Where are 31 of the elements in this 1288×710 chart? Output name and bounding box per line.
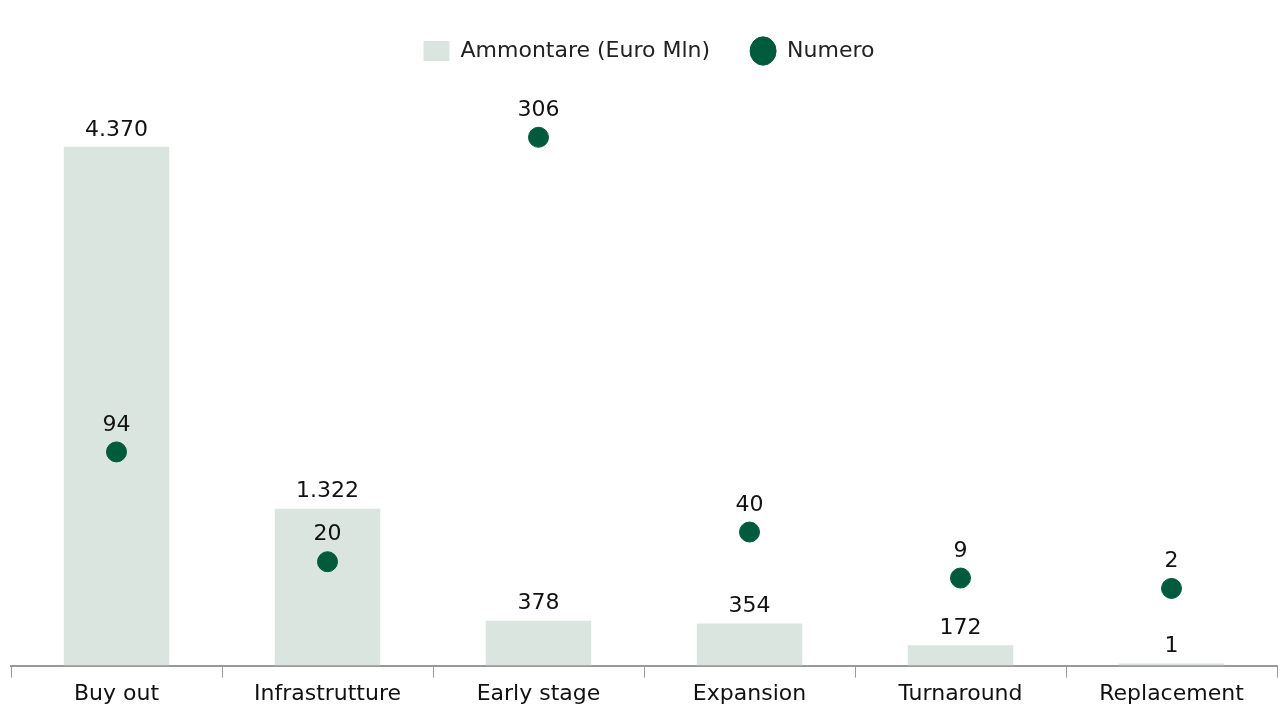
legend-label: Numero — [787, 36, 875, 62]
bar — [63, 146, 170, 666]
bar — [274, 508, 381, 666]
data-label: 40 — [735, 490, 764, 516]
x-tick-label: Buy out — [73, 679, 160, 705]
data-label: 172 — [939, 613, 982, 639]
x-tick-label: Early stage — [476, 679, 601, 705]
data-label: 4.370 — [85, 115, 148, 141]
bar — [485, 620, 592, 666]
point — [528, 126, 549, 148]
point — [317, 551, 338, 573]
point — [106, 441, 127, 463]
data-label: 1 — [1164, 632, 1179, 658]
x-tick-label: Expansion — [692, 679, 807, 705]
x-tick-label: Turnaround — [897, 679, 1023, 705]
data-label: 306 — [517, 96, 560, 122]
bar — [696, 623, 803, 666]
point — [739, 521, 760, 543]
point — [950, 567, 971, 589]
x-tick-label: Replacement — [1099, 679, 1245, 705]
data-label: 1.322 — [296, 477, 359, 503]
data-label: 354 — [728, 592, 771, 618]
point — [1161, 577, 1182, 599]
bar — [907, 645, 1014, 666]
legend-label: Ammontare (Euro Mln) — [460, 36, 711, 62]
x-tick-label: Infrastrutture — [253, 679, 402, 705]
data-label: 2 — [1164, 547, 1179, 573]
data-label: 20 — [313, 520, 342, 546]
data-label: 378 — [517, 589, 560, 615]
data-label: 9 — [953, 536, 968, 562]
data-label: 94 — [102, 410, 131, 436]
